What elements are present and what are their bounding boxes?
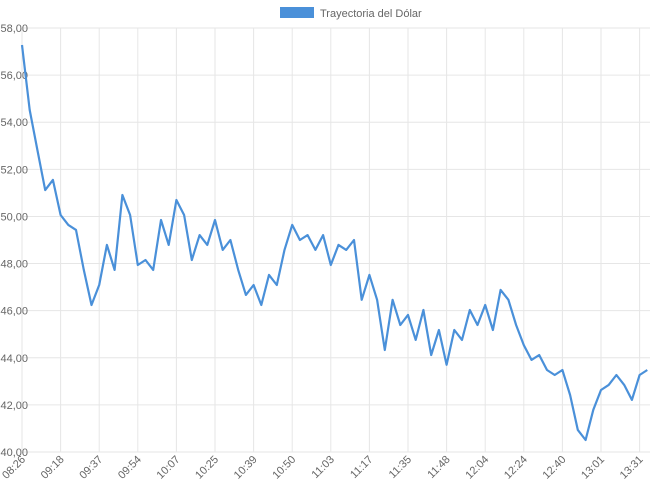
x-tick-label: 11:35 xyxy=(387,454,414,481)
y-tick-label: 848,00 xyxy=(0,259,28,271)
x-tick-label: 09:37 xyxy=(77,454,105,482)
legend-swatch xyxy=(280,7,314,18)
y-tick-label: 840,00 xyxy=(0,447,28,459)
y-tick-label: 856,00 xyxy=(0,70,28,82)
y-tick-label: 852,00 xyxy=(0,164,28,176)
y-tick-label: 854,00 xyxy=(0,117,28,129)
line-series xyxy=(20,44,648,442)
x-tick-label: 11:17 xyxy=(348,454,375,481)
x-tick-label: 10:39 xyxy=(232,454,260,482)
y-tick-label: 858,00 xyxy=(0,23,28,35)
y-tick-label: 844,00 xyxy=(0,353,28,365)
x-tick-label: 10:25 xyxy=(193,454,221,482)
y-tick-label: 850,00 xyxy=(0,211,28,223)
x-tick-label: 11:03 xyxy=(310,454,337,481)
x-tick-label: 10:50 xyxy=(270,454,298,482)
x-tick-label: 12:40 xyxy=(541,454,569,482)
x-tick-label: 11:48 xyxy=(425,454,452,481)
x-tick-label: 09:54 xyxy=(116,454,144,482)
x-tick-label: 13:01 xyxy=(579,454,607,482)
x-tick-label: 13:31 xyxy=(618,454,646,482)
x-tick-label: 10:07 xyxy=(155,454,183,482)
x-tick-label: 12:24 xyxy=(502,454,530,482)
y-tick-label: 846,00 xyxy=(0,306,28,318)
y-tick-label: 842,00 xyxy=(0,400,28,412)
legend: Trayectoria del Dólar xyxy=(280,7,422,20)
x-tick-label: 12:04 xyxy=(463,454,491,482)
legend-label: Trayectoria del Dólar xyxy=(320,8,422,20)
x-tick-label: 09:18 xyxy=(39,454,67,482)
